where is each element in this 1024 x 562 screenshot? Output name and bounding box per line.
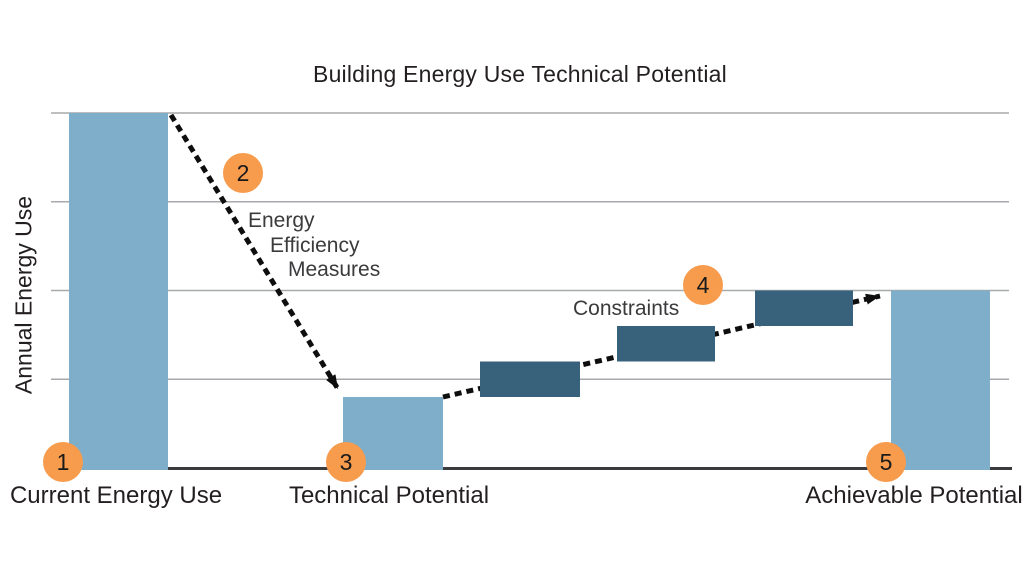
y-axis-label: Annual Energy Use xyxy=(10,195,37,395)
axis-label-achievable-potential: Achievable Potential xyxy=(805,482,1023,509)
axis-label-technical-potential: Technical Potential xyxy=(288,482,490,509)
annotation-line: Efficiency xyxy=(270,233,360,257)
bar-current-energy-use xyxy=(69,113,168,470)
chart-title: Building Energy Use Technical Potential xyxy=(313,61,727,87)
axis-label-current-energy-use: Current Energy Use xyxy=(9,482,223,509)
annotation-line: Energy xyxy=(248,209,315,232)
bar-achievable-potential xyxy=(891,290,990,470)
step-marker-1: 1 xyxy=(43,442,83,482)
step-marker-5: 5 xyxy=(866,442,906,482)
annotation-line: Measures xyxy=(288,258,381,281)
constraint-step-3 xyxy=(755,290,853,326)
efficiency-drop-arrow xyxy=(168,113,341,391)
annotation-constraints: Constraints xyxy=(573,297,680,320)
constraint-step-1 xyxy=(480,361,580,397)
step-marker-2: 2 xyxy=(223,153,263,193)
step-marker-3: 3 xyxy=(326,442,366,482)
step-marker-4: 4 xyxy=(683,265,723,305)
constraint-step-2 xyxy=(617,326,715,362)
annotation-energy-efficiency-measures: Energy Efficiency Measures xyxy=(248,209,380,283)
